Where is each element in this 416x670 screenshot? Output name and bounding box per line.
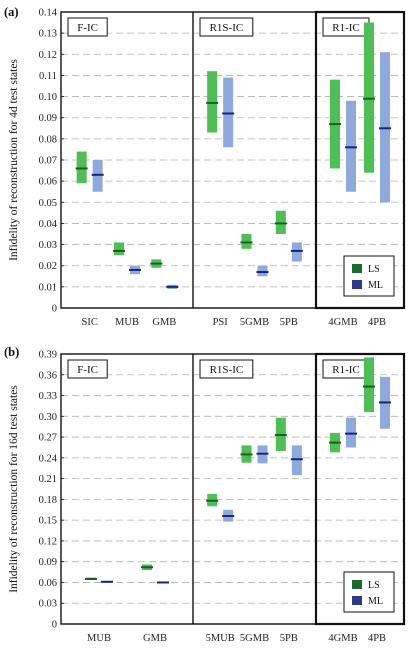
- y-tick-label: 0.05: [39, 198, 57, 209]
- group-label: R1S-IC: [210, 364, 244, 376]
- legend-swatch-ls: [352, 580, 362, 589]
- y-tick-label: 0.13: [39, 29, 57, 40]
- legend-label-ls: LS: [368, 264, 380, 275]
- range-bar-ml: [223, 77, 234, 148]
- x-tick-label: MUB: [87, 633, 111, 644]
- range-bar-ml: [346, 417, 356, 448]
- group-frame-r1ic: [314, 10, 406, 310]
- range-bar-ml: [291, 242, 302, 262]
- x-tick-label: MUB: [115, 317, 139, 328]
- y-tick-label: 0.12: [39, 536, 57, 547]
- x-tick-label: 4GMB: [328, 317, 357, 328]
- group-label: R1-IC: [332, 22, 360, 34]
- range-bar-ls: [241, 234, 252, 249]
- range-bar-ls: [275, 210, 286, 234]
- y-tick-label: 0.09: [39, 557, 57, 568]
- group-label-box: [67, 17, 108, 37]
- group-label-box: [67, 359, 108, 379]
- panel-label: (a): [4, 5, 19, 19]
- y-tick-label: 0.39: [39, 350, 57, 361]
- x-tick-label: 4GMB: [328, 633, 357, 644]
- range-bar-ml: [92, 160, 103, 192]
- panel-label: (b): [4, 345, 19, 359]
- range-bar-ls: [364, 22, 374, 173]
- legend-label-ml: ML: [368, 280, 383, 291]
- legend-box: [343, 571, 395, 613]
- range-bar-ls: [76, 151, 87, 184]
- legend-swatch-ml: [352, 280, 362, 289]
- x-tick-label: GMB: [152, 317, 176, 328]
- legend: LS ML: [343, 255, 395, 297]
- y-tick-label: 0.15: [39, 516, 57, 527]
- x-tick-label: 5PB: [280, 317, 298, 328]
- group-label: R1-IC: [332, 364, 360, 376]
- y-tick-label: 0.09: [39, 113, 57, 124]
- range-bar-ls: [207, 71, 218, 133]
- y-tick-label: 0: [52, 304, 57, 315]
- y-tick-label: 0.06: [39, 177, 57, 188]
- x-tick-label: PSI: [213, 317, 229, 328]
- y-tick-label: 0.03: [39, 599, 57, 610]
- x-tick-label: 4PB: [368, 317, 386, 328]
- chart-panel-a: (a) 0 0.01 0.02 0.03 0.04 0.05 0.06 0.07 0.08 0.09…: [4, 5, 406, 328]
- y-tick-label: 0.12: [39, 50, 57, 61]
- x-tick-label: 5PB: [280, 633, 298, 644]
- x-tick-label: SIC: [81, 317, 97, 328]
- range-bar-ml: [257, 265, 268, 277]
- range-bar-ml: [291, 445, 302, 476]
- x-tick-label: 5MUB: [206, 633, 235, 644]
- y-tick-label: 0.24: [39, 453, 58, 464]
- y-tick-label: 0.21: [39, 474, 57, 485]
- y-tick-label: 0.03: [39, 240, 57, 251]
- chart-panel-b: (b) 0 0.03 0.06 0.09 0.12 0.15 0.18 0.21 0.24 0.27…: [4, 345, 406, 644]
- y-tick-label: 0.07: [39, 156, 57, 167]
- x-tick-label: GMB: [143, 633, 167, 644]
- x-tick-label: 4PB: [368, 633, 386, 644]
- y-tick-label: 0.01: [39, 282, 57, 293]
- group-label: F-IC: [77, 22, 98, 34]
- y-tick-label: 0.06: [39, 578, 57, 589]
- y-tick-label: 0.30: [39, 412, 57, 423]
- y-tick-label: 0.08: [39, 134, 57, 145]
- group-label-box: [199, 359, 254, 379]
- y-tick-label: 0.02: [39, 261, 57, 272]
- group-label: R1S-IC: [210, 22, 244, 34]
- y-tick-label: 0.10: [39, 92, 57, 103]
- group-label-box: [199, 17, 254, 37]
- x-tick-label: 5GMB: [240, 633, 269, 644]
- y-tick-label: 0.18: [39, 495, 57, 506]
- range-bar-ml: [380, 52, 390, 203]
- legend-box: [343, 255, 395, 297]
- legend-label-ls: LS: [368, 580, 380, 591]
- legend-swatch-ls: [352, 264, 362, 273]
- y-axis-title: Infidelity of reconstruction for 16d tes…: [8, 385, 20, 593]
- y-tick-label: 0.27: [39, 433, 57, 444]
- y-tick-label: 0.33: [39, 391, 57, 402]
- y-tick-label: 0.14: [39, 8, 58, 19]
- legend: LS ML: [343, 571, 395, 613]
- x-tick-label: 5GMB: [240, 317, 269, 328]
- y-axis-title: Infidelity of reconstruction for 4d test…: [8, 59, 20, 261]
- y-tick-label: 0.36: [39, 370, 57, 381]
- y-tick-label: 0.04: [39, 219, 58, 230]
- legend-label-ml: ML: [368, 596, 383, 607]
- legend-swatch-ml: [352, 596, 362, 605]
- group-label: F-IC: [77, 364, 98, 376]
- y-tick-label: 0.11: [39, 71, 57, 82]
- range-bar-ls: [114, 242, 124, 256]
- range-bar-ls: [364, 357, 374, 413]
- y-tick-label: 0: [52, 620, 57, 631]
- group-frame-r1ic: [314, 352, 406, 626]
- range-bar-ml: [346, 100, 356, 192]
